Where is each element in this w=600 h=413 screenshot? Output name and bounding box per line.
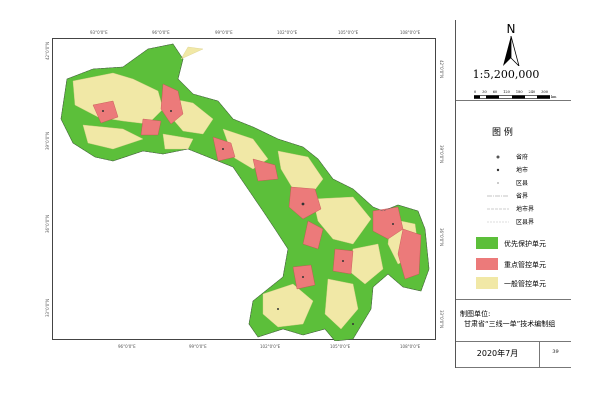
province-boundary-line-icon: [486, 195, 510, 197]
divider: [456, 341, 571, 342]
page-number: 39: [552, 349, 559, 355]
city-boundary-line-icon: [486, 208, 510, 210]
right-tick: 39°0'0"N: [439, 145, 444, 164]
scale-tick: 60: [492, 90, 498, 94]
county-dot-icon: [486, 181, 510, 185]
legend-label: 地市界: [516, 206, 535, 213]
legend-county: 区县: [486, 178, 528, 187]
scale-bar-graphic: [474, 95, 550, 99]
capital-dot-icon: [486, 155, 510, 159]
scale-tick: 300: [541, 90, 548, 94]
top-tick: 96°0'0"E: [152, 30, 170, 35]
county-boundary-line-icon: [486, 221, 510, 223]
bottom-tick: 105°0'0"E: [330, 344, 351, 349]
city-markers: [102, 110, 394, 325]
map-frame: [52, 38, 436, 342]
left-tick: 39°0'0"N: [45, 131, 50, 150]
legend-label-general-control: 一般管控单元: [504, 280, 546, 288]
divider: [456, 100, 571, 101]
left-tick: 33°0'0"N: [45, 298, 50, 317]
right-tick: 33°0'0"N: [439, 310, 444, 329]
top-tick: 105°0'0"E: [338, 30, 359, 35]
north-arrow: N: [501, 22, 521, 69]
legend-label: 区县: [516, 180, 529, 187]
legend-title: 图 例: [492, 128, 513, 138]
scale-bar: 0 30 60 120 180 240 300 km: [474, 90, 556, 99]
swatch-priority-protection: [476, 237, 498, 249]
scale-tick-labels: 0 30 60 120 180 240 300: [474, 90, 556, 94]
legend-label-priority-protection: 优先保护单元: [504, 240, 546, 248]
top-tick: 99°0'0"E: [215, 30, 233, 35]
bottom-tick: 99°0'0"E: [189, 344, 207, 349]
legend-province-boundary: 省界: [486, 191, 528, 200]
scale-tick: 240: [528, 90, 536, 94]
left-tick: 36°0'0"N: [45, 214, 50, 233]
legend-capital: 省府: [486, 152, 528, 161]
divider: [539, 341, 540, 368]
legend-label: 省界: [516, 193, 529, 200]
bottom-tick: 96°0'0"E: [118, 344, 136, 349]
divider: [456, 299, 571, 300]
swatch-general-control: [476, 277, 498, 289]
top-tick: 108°0'0"E: [400, 30, 421, 35]
map-date: 2020年7月: [476, 349, 519, 358]
scale-tick: 0: [474, 90, 477, 94]
legend-city-boundary: 地市界: [486, 204, 534, 213]
legend-label: 区县界: [516, 219, 535, 226]
legend-city: 地市: [486, 165, 528, 174]
credit-org: 甘肃省“三线一单”技术编制组: [464, 320, 556, 328]
legend-label-key-control: 重点管控单元: [504, 261, 546, 269]
scale-tick: 180: [515, 90, 523, 94]
legend-county-boundary: 区县界: [486, 217, 534, 226]
legend-label: 省府: [516, 154, 529, 161]
bottom-tick: 102°0'0"E: [260, 344, 281, 349]
right-tick: 36°0'0"N: [439, 228, 444, 247]
gansu-control-unit-map: [60, 43, 430, 342]
divider: [456, 367, 571, 368]
right-tick: 42°0'0"N: [439, 60, 444, 79]
scale-ratio: 1:5,200,000: [472, 68, 540, 81]
scale-unit: km: [551, 95, 557, 99]
city-dot-icon: [486, 168, 510, 172]
legend-label: 地市: [516, 167, 529, 174]
top-tick: 93°0'0"E: [90, 30, 108, 35]
key-control-units: [92, 83, 422, 290]
north-label: N: [506, 22, 516, 36]
scale-tick: 120: [503, 90, 510, 94]
left-tick: 42°0'0"N: [45, 41, 50, 60]
credit-label: 制图单位:: [460, 310, 491, 318]
scale-tick: 30: [482, 90, 487, 94]
north-arrow-icon: [503, 35, 520, 68]
swatch-key-control: [476, 258, 498, 270]
province-boundary: [60, 43, 430, 342]
top-tick: 102°0'0"E: [277, 30, 298, 35]
legend-panel: N 1:5,200,000 0 30 60 120 180 240 300: [455, 20, 571, 368]
bottom-tick: 108°0'0"E: [400, 344, 421, 349]
